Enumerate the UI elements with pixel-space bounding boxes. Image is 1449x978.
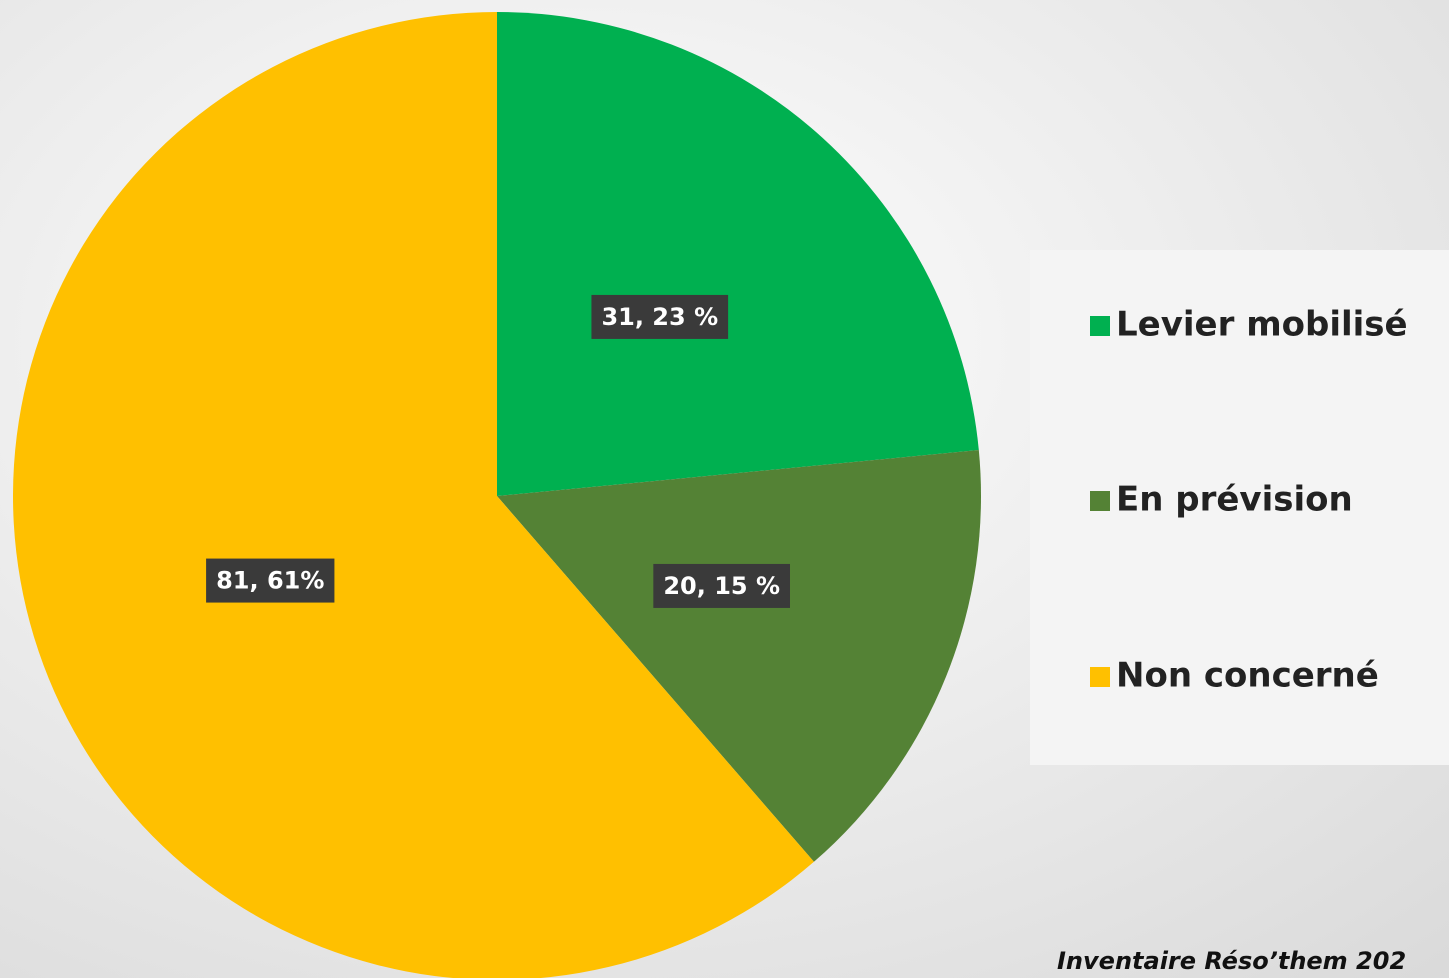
pie-slice bbox=[497, 449, 981, 862]
data-label-box bbox=[206, 558, 335, 603]
legend: Levier mobilisé En prévision Non concerné bbox=[1090, 305, 1408, 696]
legend-swatch bbox=[1090, 491, 1110, 511]
data-label: 20, 15 % bbox=[663, 572, 780, 600]
legend-label: En prévision bbox=[1116, 480, 1353, 520]
data-label: 81, 61% bbox=[216, 567, 324, 595]
legend-swatch bbox=[1090, 316, 1110, 336]
data-label-box bbox=[591, 294, 729, 339]
legend-label: Levier mobilisé bbox=[1116, 305, 1408, 345]
source-note: Inventaire Réso’them 202 bbox=[1057, 947, 1406, 975]
pie-slice bbox=[13, 12, 814, 978]
pie: 31, 23 % 20, 15 % 81, 61% bbox=[13, 12, 981, 978]
data-label-box bbox=[653, 563, 791, 608]
legend-swatch bbox=[1090, 667, 1110, 687]
data-label: 31, 23 % bbox=[601, 303, 718, 331]
pie-slice bbox=[497, 12, 979, 496]
legend-label: Non concerné bbox=[1116, 656, 1379, 696]
